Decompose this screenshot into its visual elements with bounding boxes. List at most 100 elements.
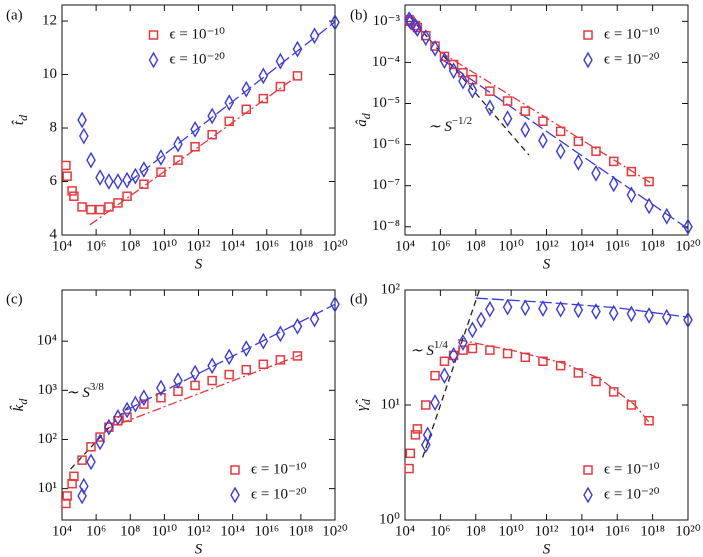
annotation-sup: −1/2	[452, 115, 472, 127]
data-point	[555, 142, 566, 160]
data-point	[538, 116, 548, 127]
data-point	[520, 106, 531, 116]
data-point	[207, 129, 217, 140]
y-axis-label-sub: d	[16, 398, 30, 405]
data-point	[275, 81, 286, 92]
data-point	[292, 351, 303, 361]
data-point	[430, 394, 440, 411]
y-tick-label: 10¹	[381, 396, 401, 412]
data-point	[77, 487, 87, 505]
data-point	[190, 380, 200, 391]
y-axis-label-sub: d	[359, 112, 373, 119]
data-point	[139, 161, 149, 178]
data-point	[104, 202, 114, 212]
y-tick-label: 10⁻⁴	[372, 54, 400, 70]
x-tick-label: 10¹⁴	[220, 523, 245, 539]
fit-line	[475, 297, 689, 318]
legend-label: ϵ = 10⁻¹⁰	[170, 26, 225, 42]
data-point	[113, 173, 123, 190]
annotation-base: ∼ S	[428, 119, 452, 135]
x-tick-label: 10¹²	[187, 238, 211, 254]
data-point	[79, 477, 89, 495]
data-point	[448, 62, 459, 80]
data-point	[591, 303, 601, 320]
data-point	[292, 317, 303, 335]
data-point	[626, 305, 637, 323]
data-point	[538, 300, 548, 317]
data-point	[224, 116, 234, 127]
y-tick-label: 12	[42, 12, 57, 28]
legend-marker	[583, 30, 593, 40]
data-point	[224, 94, 235, 112]
data-point	[412, 20, 423, 38]
y-tick-label: 10⁻⁶	[372, 136, 400, 152]
annotation: ∼ S3/8	[66, 381, 104, 402]
data-point	[275, 52, 286, 70]
data-point	[190, 364, 200, 382]
data-point	[224, 348, 235, 366]
x-tick-label: 10¹⁶	[254, 238, 279, 254]
data-point	[207, 357, 217, 375]
data-point	[79, 127, 89, 145]
data-point	[420, 436, 431, 454]
data-point	[190, 141, 200, 152]
data-point	[67, 186, 77, 196]
x-tick-label: 10¹⁸	[289, 238, 314, 254]
data-point	[538, 356, 548, 367]
data-point	[207, 107, 217, 125]
data-point	[77, 455, 87, 465]
data-point	[95, 204, 105, 215]
x-tick-label: 10¹²	[535, 523, 559, 539]
data-point	[309, 310, 320, 328]
data-point	[86, 453, 96, 471]
y-tick-label: 10⁻⁸	[372, 218, 400, 234]
y-tick-label: 10	[42, 66, 57, 82]
legend-marker	[583, 486, 593, 504]
data-point	[430, 370, 440, 381]
data-point	[458, 345, 468, 355]
data-point	[113, 198, 123, 208]
data-point	[555, 300, 566, 318]
legend-marker	[148, 30, 159, 40]
panel: (d) Sγ̂d 10⁴ 10⁶ 10⁸ 10¹⁰ 10¹² 10¹⁴ 10¹⁶ 10¹⁸ 10²⁰…	[350, 281, 701, 557]
y-tick-label: 10⁴	[37, 333, 57, 349]
y-tick-label: 4	[50, 226, 58, 242]
data-point	[104, 173, 114, 190]
data-point	[420, 29, 431, 47]
x-tick-label: 10¹²	[535, 238, 559, 254]
annotation-base: ∼ S	[410, 343, 434, 359]
x-tick-label: 10¹⁰	[152, 523, 178, 539]
data-point	[421, 400, 431, 410]
x-tick-label: 10⁶	[430, 238, 450, 254]
data-point	[502, 110, 513, 127]
x-axis-label: S	[195, 541, 203, 557]
data-point	[258, 359, 269, 370]
data-point	[448, 346, 459, 364]
data-point	[458, 334, 468, 351]
y-tick-label: 10¹	[38, 480, 58, 496]
x-tick-label: 10¹⁶	[254, 523, 279, 539]
data-point	[644, 307, 654, 324]
y-tick-label: 10⁻⁷	[372, 177, 400, 193]
data-point	[309, 27, 320, 45]
legend-marker	[583, 51, 593, 69]
annotation-base: ∼ S	[66, 385, 90, 401]
panel: (b) Sâd 10⁴ 10⁶ 10⁸ 10¹⁰ 10¹² 10¹⁴ 10¹⁶ 10¹⁸ 10²⁰ 1…	[350, 4, 701, 272]
x-tick-label: 10⁸	[466, 238, 486, 254]
data-point	[241, 80, 252, 98]
y-tick-label: 10²	[381, 281, 401, 297]
panel-label: (a)	[6, 7, 23, 23]
x-axis-label: S	[543, 256, 551, 272]
data-point	[86, 151, 96, 169]
data-point	[292, 40, 303, 58]
data-point	[69, 471, 79, 482]
data-point	[173, 372, 183, 389]
y-axis-label-sub: d	[359, 398, 373, 405]
data-point	[95, 432, 105, 442]
x-tick-label: 10¹⁶	[605, 238, 630, 254]
data-point	[224, 369, 234, 380]
data-point	[258, 93, 269, 104]
data-point	[330, 13, 340, 31]
data-point	[439, 367, 450, 385]
legend-marker	[148, 51, 159, 69]
